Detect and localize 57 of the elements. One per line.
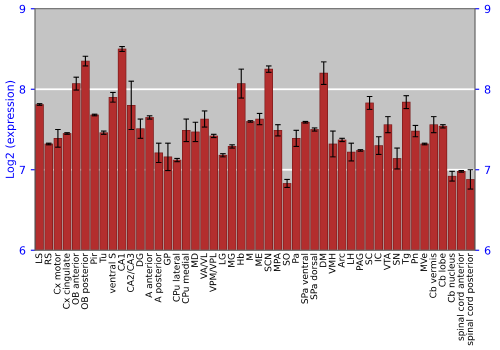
x-tick-label: MPA [274,253,280,271]
y-tick-label: 6 [20,246,26,255]
x-tick-label: LH [347,254,354,264]
x-tick-label: Arc [338,254,345,268]
x-tick-label: SO [282,254,290,266]
x-tick-label: SC [365,254,372,264]
x-tick-label: CA2/CA3 [127,254,135,292]
x-tick-label: SPa ventral [301,254,308,304]
y-tick-label: 7 [20,166,26,174]
x-tick-label: A posterior [154,253,164,303]
x-tick-label: VA/VL [200,253,208,279]
x-tick-label: RS [44,254,52,264]
x-tick-label: Cb vermis [429,253,436,298]
x-tick-label: OB anterior [72,253,79,304]
x-tick-label: MG [228,254,235,267]
y2-tick-label: 7 [484,166,490,174]
y-axis-title: Log2 (expression) [5,80,16,178]
x-tick-label: VMH [328,254,336,274]
x-tick-label: Cx cingulate [62,254,72,309]
x-tick-label: Hb [236,254,244,265]
x-tick-label: Tg [402,254,411,264]
x-tick-label: DM [320,254,326,267]
x-tick-label: Cx motor [54,253,61,294]
x-tick-label: VPM/VPL [210,253,218,292]
y-tick-label: 9 [20,4,26,14]
y2-tick-label: 8 [484,85,490,94]
x-tick-label: MD [191,254,198,267]
x-tick-label: GP [164,253,171,265]
x-tick-label: OB posterior [81,253,90,310]
y2-tick-label: 6 [484,246,490,255]
x-tick-label: LG [218,254,226,264]
x-tick-label: Pn [411,254,418,264]
x-tick-label: A anterior [145,253,152,298]
x-tick-label: ventral S [108,254,116,294]
x-tick-label: Cb lobe [438,254,446,287]
x-tick-label: IC [374,254,382,262]
x-tick-label: VTA [384,253,390,270]
x-tick-label: MVe [420,254,428,271]
x-tick-label: LS [35,254,42,263]
x-tick-label: PAG [356,254,364,270]
x-tick-label: spinal cord posterior [466,253,475,346]
x-tick-label: Pa [292,254,299,263]
x-tick-label: SPa dorsal [310,254,318,300]
x-tick-label: Pir [90,253,98,264]
x-tick-label: SN [392,254,400,265]
x-tick-label: M [246,254,253,260]
x-tick-label: DG [136,254,144,266]
y2-tick-label: 9 [484,4,490,14]
x-tick-label: SCN [264,254,272,272]
x-tick-label: spinal cord anterior [456,253,466,341]
x-tick-label: CA1 [118,254,125,271]
y-tick-label: 8 [20,85,26,94]
x-tick-label: ME [255,254,262,266]
x-tick-label: CPu lateral [172,254,180,302]
x-tick-label: Tu [100,254,106,263]
x-tick-label: CPu medial [182,254,189,304]
x-tick-label: Cb nucleus [448,253,455,302]
